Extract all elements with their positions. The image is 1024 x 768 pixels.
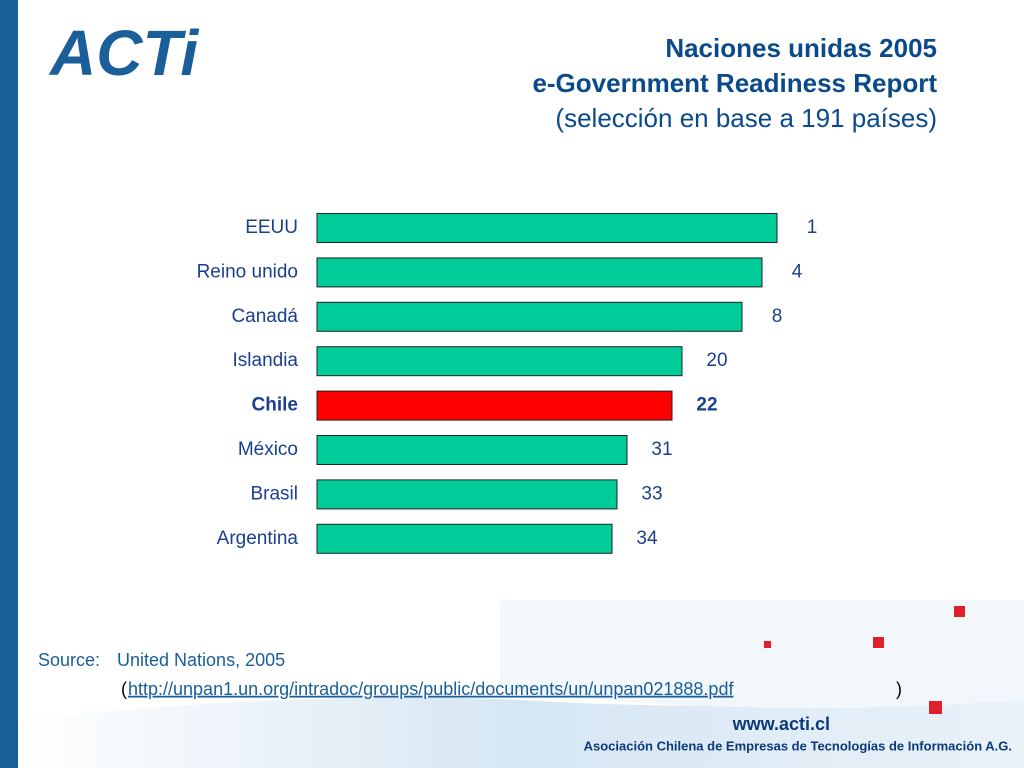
paren: ( [121,679,127,699]
bar [316,346,683,377]
swoosh [18,690,1024,768]
bar [316,390,673,421]
bar [316,479,618,510]
logo: ACTi [48,17,199,89]
category-label: México [238,439,298,460]
value-label: 20 [706,350,727,371]
source-text: United Nations, 2005 [117,650,285,670]
category-label: Islandia [233,350,299,371]
category-label: Argentina [217,528,299,549]
value-label: 34 [636,528,658,549]
title-line: e-Government Readiness Report [532,68,937,98]
title-line: Naciones unidas 2005 [665,33,937,63]
decor-square [929,701,942,714]
side-stripe [0,0,18,768]
decor-square [764,641,771,648]
bar [316,301,743,332]
title-line: (selección en base a 191 países) [555,103,937,133]
value-label: 1 [807,217,818,238]
value-label: 31 [651,439,672,460]
category-label: EEUU [245,217,298,238]
value-label: 22 [696,395,717,416]
value-label: 33 [641,483,662,504]
bar [316,435,628,465]
category-label: Reino unido [197,261,298,282]
decor-square [954,606,965,617]
paren: ) [896,679,902,699]
bar [316,213,778,243]
source-link[interactable]: http://unpan1.un.org/intradoc/groups/pub… [128,679,734,699]
value-label: 4 [792,261,803,282]
bar [316,523,613,554]
site: www.acti.cl [732,714,830,734]
source-label: Source: [38,650,100,670]
org: Asociación Chilena de Empresas de Tecnol… [584,738,1012,753]
value-label: 8 [772,306,783,327]
bar [316,257,763,288]
decor-band [500,600,1024,708]
category-label: Canadá [231,306,298,327]
title: Naciones unidas 2005 e-Government Readin… [532,33,937,133]
category-label: Brasil [250,483,298,504]
decor-square [873,637,884,648]
category-label: Chile [252,395,298,416]
